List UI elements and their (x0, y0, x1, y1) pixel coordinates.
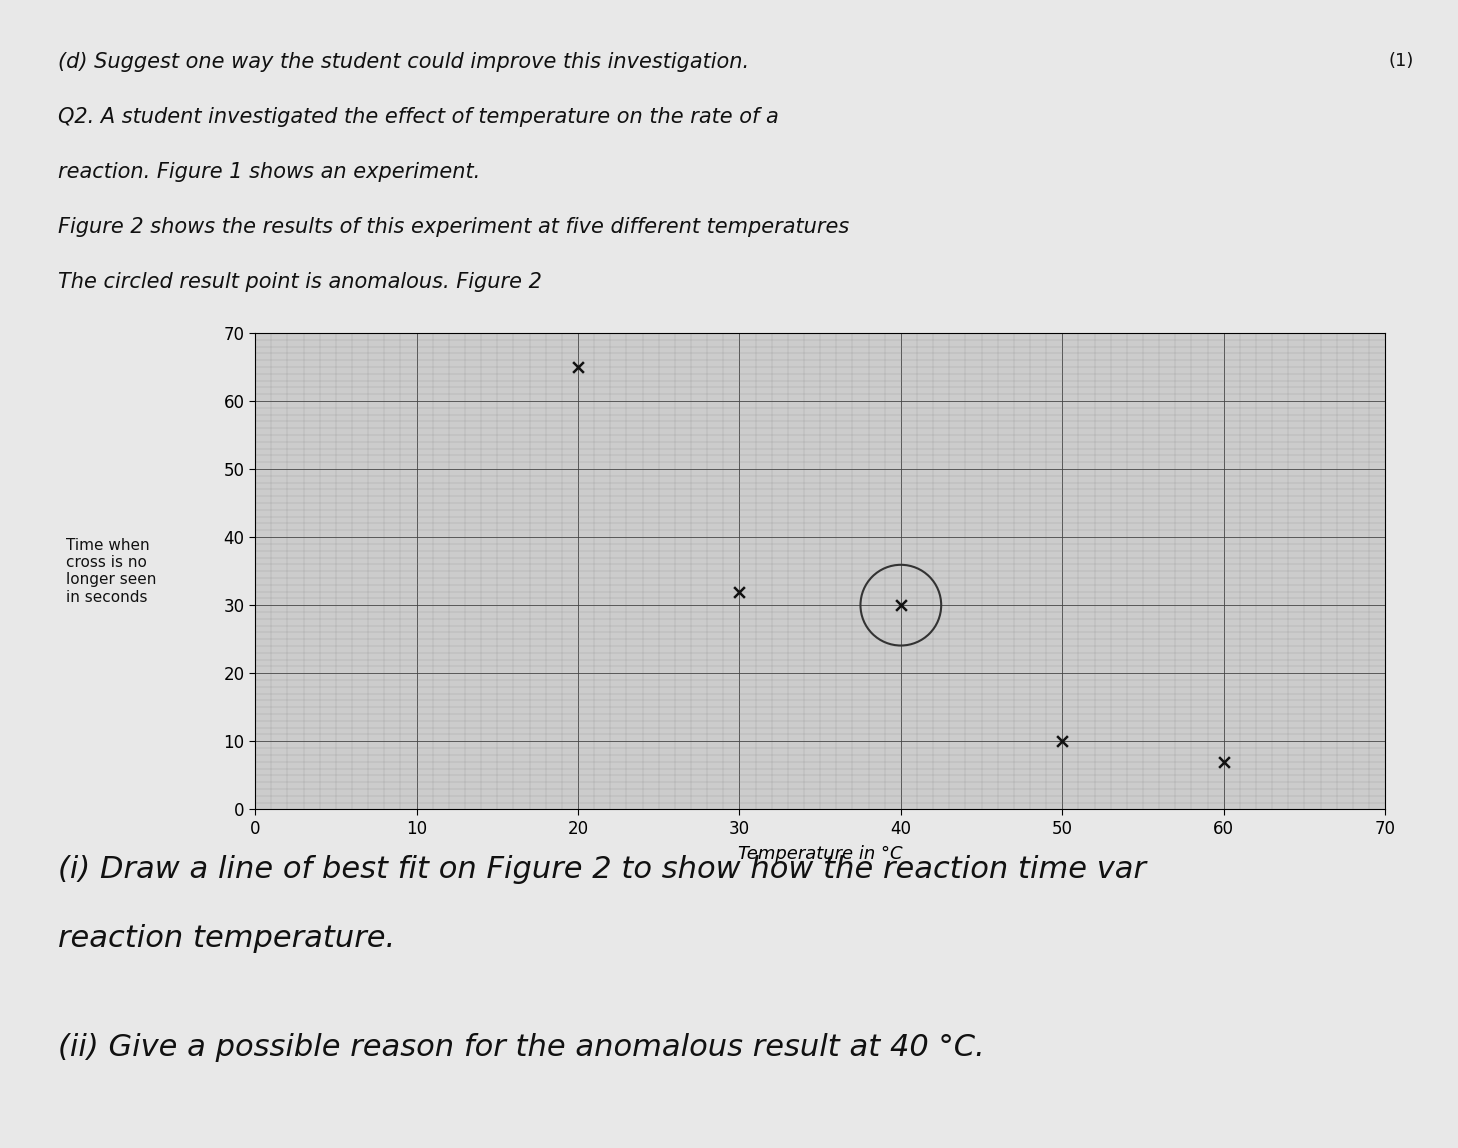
Point (1212, 753, 1235, 771)
Point (728, 582, 751, 600)
Text: Time when
cross is no
longer seen
in seconds: Time when cross is no longer seen in sec… (66, 537, 156, 605)
Text: reaction. Figure 1 shows an experiment.: reaction. Figure 1 shows an experiment. (58, 162, 481, 181)
Text: (1): (1) (1389, 52, 1414, 70)
Point (566, 358, 589, 377)
Point (1051, 732, 1075, 751)
Text: reaction temperature.: reaction temperature. (58, 924, 395, 953)
Point (889, 596, 913, 614)
Text: (d) Suggest one way the student could improve this investigation.: (d) Suggest one way the student could im… (58, 52, 749, 71)
Text: Q2. A student investigated the effect of temperature on the rate of a: Q2. A student investigated the effect of… (58, 107, 779, 126)
Text: (i) Draw a line of best fit on Figure 2 to show how the reaction time var: (i) Draw a line of best fit on Figure 2 … (58, 855, 1146, 884)
Text: Figure 2 shows the results of this experiment at five different temperatures: Figure 2 shows the results of this exper… (58, 217, 850, 236)
Text: (ii) Give a possible reason for the anomalous result at 40 °C.: (ii) Give a possible reason for the anom… (58, 1033, 986, 1062)
X-axis label: Temperature in °C: Temperature in °C (738, 845, 903, 862)
Text: The circled result point is anomalous. Figure 2: The circled result point is anomalous. F… (58, 272, 542, 292)
